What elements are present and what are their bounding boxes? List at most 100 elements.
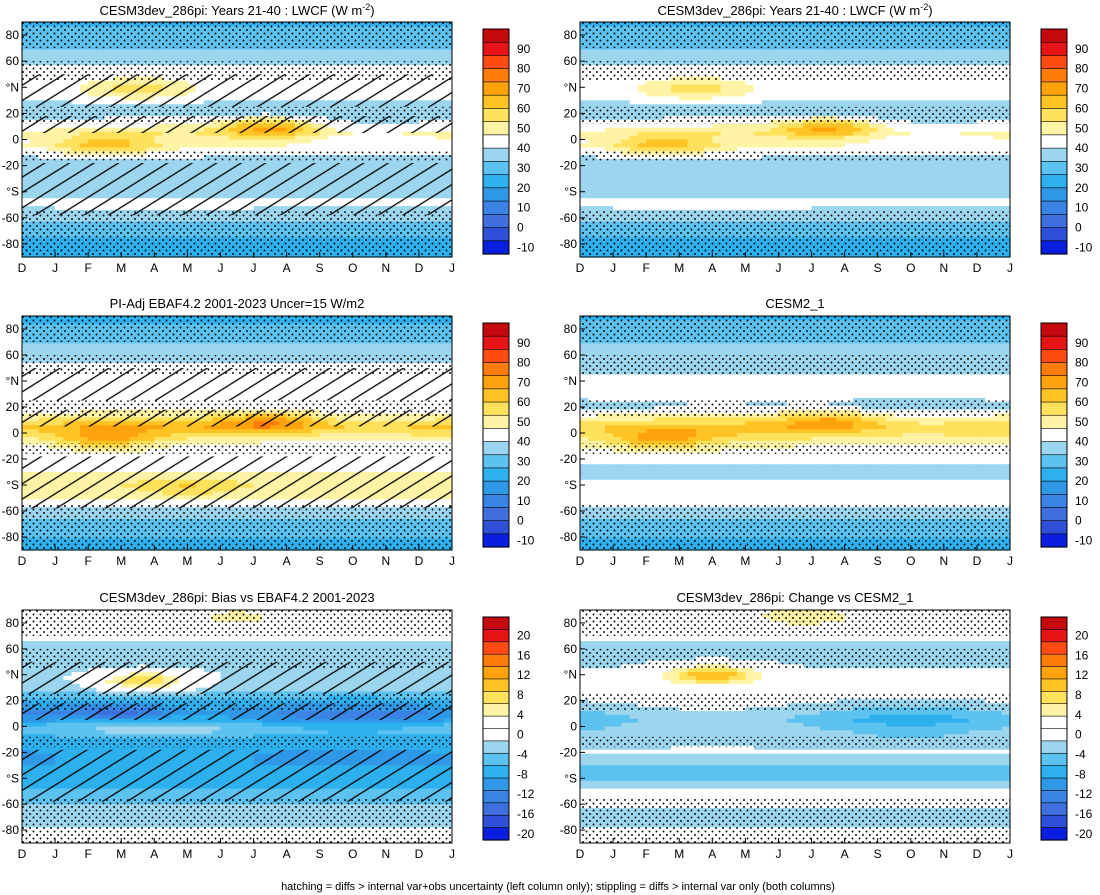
heatmap-cell	[22, 53, 31, 58]
heatmap-cell	[853, 136, 862, 141]
heatmap-cell	[721, 124, 730, 129]
heatmap-cell	[345, 57, 354, 62]
heatmap-cell	[696, 124, 705, 129]
heatmap-cell	[770, 85, 779, 90]
heatmap-cell	[985, 53, 994, 58]
heatmap-cell	[88, 136, 97, 141]
heatmap-cell	[328, 53, 337, 58]
heatmap-cell	[646, 96, 655, 101]
heatmap-cell	[828, 136, 837, 141]
heatmap-cell	[419, 136, 428, 141]
heatmap-cell	[646, 100, 655, 105]
heatmap-cell	[39, 143, 48, 148]
heatmap-cell	[836, 100, 845, 105]
heatmap-cell	[588, 132, 597, 137]
y-tick-label: -80	[2, 237, 20, 251]
heatmap-cell	[812, 96, 821, 101]
heatmap-cell	[952, 143, 961, 148]
colorbar-swatch	[483, 135, 509, 149]
heatmap-cell	[55, 49, 64, 54]
heatmap-cell	[229, 57, 238, 62]
heatmap-cell	[295, 57, 304, 62]
heatmap-cell	[146, 49, 155, 54]
heatmap-cell	[803, 57, 812, 62]
heatmap-cell	[944, 140, 953, 145]
heatmap-cell	[894, 143, 903, 148]
heatmap-cell	[696, 96, 705, 101]
heatmap-cell	[96, 57, 105, 62]
heatmap-cell	[361, 49, 370, 54]
heatmap-cell	[605, 85, 614, 90]
heatmap-cell	[212, 140, 221, 145]
heatmap-cell	[1002, 124, 1011, 129]
heatmap-cell	[328, 57, 337, 62]
heatmap-cell	[845, 96, 854, 101]
heatmap-cell	[121, 49, 130, 54]
heatmap-cell	[105, 136, 114, 141]
heatmap-cell	[985, 49, 994, 54]
heatmap-cell	[911, 85, 920, 90]
heatmap-cell	[845, 143, 854, 148]
heatmap-cell	[754, 96, 763, 101]
y-tick-label: °S	[6, 185, 19, 199]
x-tick-label: F	[84, 261, 91, 275]
heatmap-cell	[646, 49, 655, 54]
heatmap-cell	[886, 49, 895, 54]
heatmap-cell	[993, 100, 1002, 105]
heatmap-cell	[229, 140, 238, 145]
heatmap-cell	[936, 57, 945, 62]
heatmap-cell	[737, 49, 746, 54]
heatmap-cell	[580, 143, 589, 148]
heatmap-cell	[605, 132, 614, 137]
heatmap-cell	[88, 49, 97, 54]
heatmap-cell	[770, 132, 779, 137]
heatmap-cell	[287, 143, 296, 148]
heatmap-cell	[688, 53, 697, 58]
heatmap-cell	[96, 49, 105, 54]
heatmap-cell	[721, 49, 730, 54]
heatmap-cell	[663, 136, 672, 141]
heatmap-cell	[630, 53, 639, 58]
heatmap-cell	[580, 53, 589, 58]
heatmap-cell	[270, 53, 279, 58]
heatmap-cell	[688, 136, 697, 141]
heatmap-cell	[679, 128, 688, 133]
heatmap-cell	[853, 89, 862, 94]
heatmap-cell	[597, 132, 606, 137]
heatmap-cell	[588, 85, 597, 90]
heatmap-cell	[402, 143, 411, 148]
heatmap-cell	[952, 140, 961, 145]
heatmap-cell	[778, 93, 787, 98]
heatmap-cell	[712, 85, 721, 90]
heatmap-cell	[295, 136, 304, 141]
heatmap-cell	[770, 81, 779, 86]
heatmap-cell	[163, 53, 172, 58]
heatmap-cell	[638, 140, 647, 145]
heatmap-cell	[320, 57, 329, 62]
heatmap-cell	[960, 93, 969, 98]
colorbar-swatch	[483, 175, 509, 189]
colorbar-swatch	[483, 148, 509, 162]
heatmap-cell	[72, 53, 81, 58]
colorbar-swatch	[483, 82, 509, 96]
heatmap-cell	[894, 132, 903, 137]
heatmap-cell	[993, 53, 1002, 58]
heatmap-cell	[803, 49, 812, 54]
heatmap-cell	[580, 81, 589, 86]
heatmap-cell	[894, 57, 903, 62]
heatmap-cell	[621, 93, 630, 98]
heatmap-cell	[795, 100, 804, 105]
heatmap-cell	[754, 57, 763, 62]
heatmap-cell	[919, 100, 928, 105]
heatmap-cell	[704, 81, 713, 86]
heatmap-cell	[737, 89, 746, 94]
colorbar-tick-label: 20	[517, 181, 531, 195]
heatmap-cell	[237, 136, 246, 141]
heatmap-cell	[130, 143, 139, 148]
heatmap-cell	[927, 128, 936, 133]
heatmap-cell	[894, 89, 903, 94]
heatmap-cell	[278, 140, 287, 145]
heatmap-cell	[254, 140, 263, 145]
heatmap-cell	[630, 136, 639, 141]
heatmap-cell	[985, 124, 994, 129]
